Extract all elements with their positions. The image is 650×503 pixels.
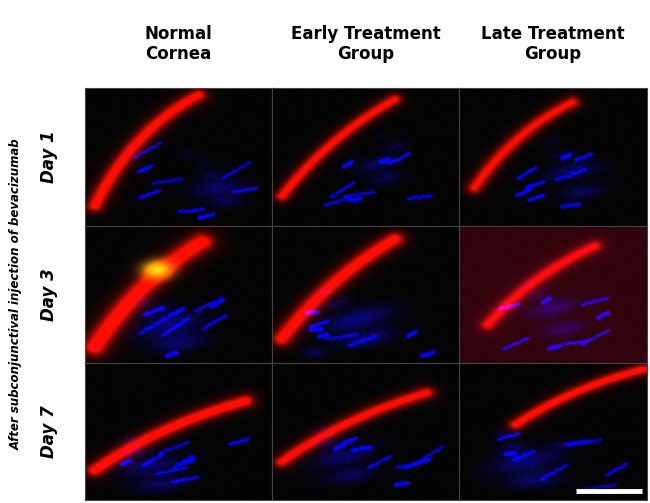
- Text: Day 1: Day 1: [40, 130, 58, 183]
- Text: Early Treatment
Group: Early Treatment Group: [291, 25, 441, 63]
- Text: After subconjunctival injection of bevacizumab: After subconjunctival injection of bevac…: [10, 138, 23, 450]
- Text: Late Treatment
Group: Late Treatment Group: [481, 25, 625, 63]
- Text: Normal
Cornea: Normal Cornea: [144, 25, 212, 63]
- Text: Day 3: Day 3: [40, 268, 58, 320]
- Text: Day 7: Day 7: [40, 405, 58, 458]
